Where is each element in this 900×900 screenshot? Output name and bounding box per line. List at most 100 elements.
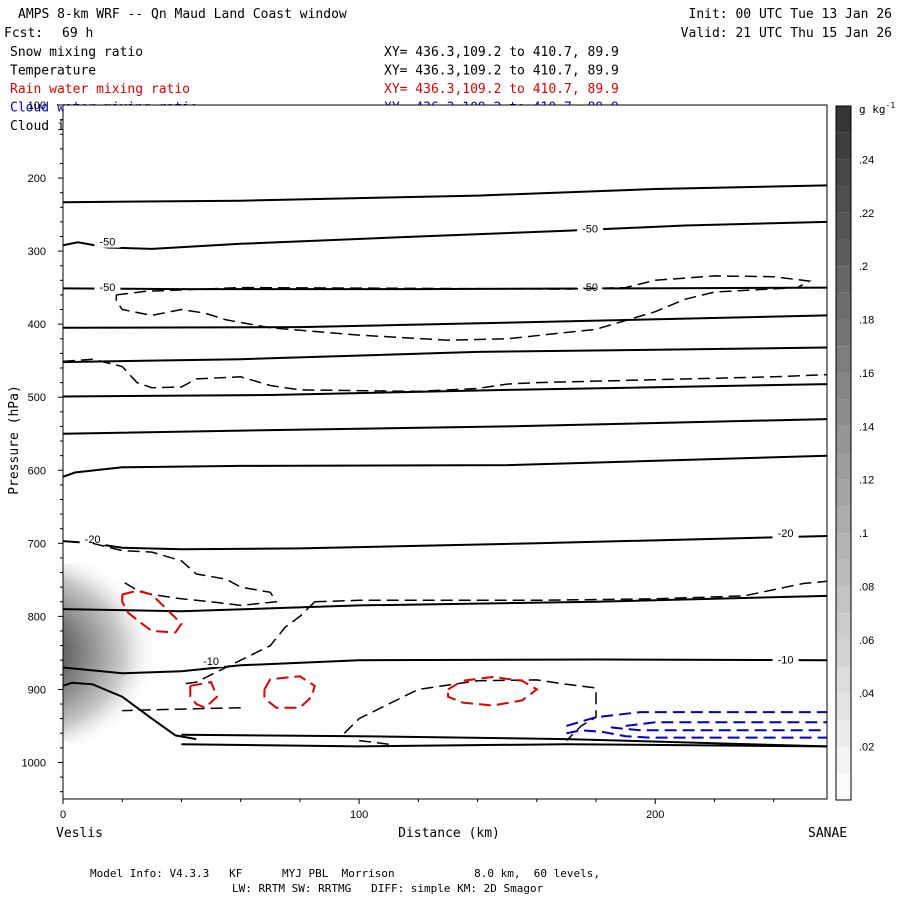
temperature-isotherm [63,594,827,613]
snow-mixing-ratio-shading [63,560,218,745]
colorbar-tick-label: .14 [859,421,874,433]
cloud-ice-contour [359,739,389,745]
colorbar-bin [836,613,851,640]
colorbar-tick-label: .12 [859,475,874,487]
temperature-isotherm [63,346,827,364]
cloud-ice-contour [115,275,812,341]
isotherm-label-bg [94,278,121,293]
legend-label: Snow mixing ratio [10,45,143,60]
x-tick-label: 0 [60,809,66,821]
x-axis-label: Distance (km) [398,826,500,841]
cloud-water-contour [625,721,827,727]
cloud-water-contour [610,726,827,732]
colorbar-bin [836,639,851,667]
temperature-isotherm [63,286,827,291]
y-tick-label: 500 [28,392,46,404]
model-info-line2: LW: RRTM SW: RRTMG DIFF: simple KM: 2D S… [232,882,544,895]
colorbar-bin [836,559,851,587]
colorbar-tick-label: .24 [859,154,874,166]
right-endpoint-label: SANAE [808,826,847,841]
colorbar-bin [836,586,851,614]
y-tick-label: 400 [28,319,46,331]
temperature-isotherm [63,658,827,675]
rain-water-contour [189,680,219,709]
temperature-isotherm [63,220,827,250]
colorbar-bin [836,292,851,320]
isotherm-label-bg [94,233,121,248]
legend-label: Rain water mixing ratio [10,82,190,97]
y-tick-label: 600 [28,465,46,477]
isotherm-label-bg [577,278,604,293]
cloud-ice-contour [314,580,827,603]
colorbar-bin [836,186,851,213]
x-axis: 0 100 200 [60,799,775,821]
temperature-isotherm [181,733,827,748]
colorbar-bin [836,319,851,347]
y-tick-label: 800 [28,611,46,623]
cloud-ice-contour [92,542,278,607]
colorbar-bin [836,372,851,400]
colorbar-tick-label: .1 [859,528,868,540]
colorbar-tick-label: .18 [859,315,874,327]
cloud-water-contour [566,729,827,739]
legend-xy: XY= 436.3,109.2 to 410.7, 89.9 [384,45,619,60]
colorbar-bin [836,453,851,480]
colorbar-bin [836,533,851,560]
cloud-ice-contour [63,358,827,393]
temperature-isotherm [181,743,827,748]
colorbar-tick-label: .06 [859,635,874,647]
colorbar-bin [836,239,851,267]
colorbar-bin [836,266,851,293]
isotherm-label-bg [772,525,799,540]
colorbar-bin [836,746,851,774]
init-time: Init: 00 UTC Tue 13 Jan 26 [689,7,893,22]
y-tick-label: 1000 [22,757,46,769]
colorbar-bin [836,346,851,373]
colorbar-bin [836,399,851,427]
forecast-label: Fcst: [4,26,43,41]
plot-frame [62,104,828,800]
colorbar-bin [836,719,851,747]
colorbar-tick-label: .08 [859,581,874,593]
rain-water-contour [263,675,316,709]
forecast-hours: 69 h [62,26,93,41]
isotherm-label: -10 [203,656,219,668]
colorbar-bin [836,666,851,694]
left-endpoint-label: Veslis [56,826,103,841]
temperature-isotherm [63,454,827,478]
y-tick-label: 700 [28,538,46,550]
isotherm-label: -50 [99,237,115,249]
y-axis: 100 200 300 400 500 600 700 800 900 1000 [22,100,63,793]
cloud-ice-contour [181,601,316,686]
isotherm-label-bg [772,651,799,666]
cloud-water-contour [566,711,827,727]
isotherm-label-bg [198,652,225,667]
colorbar-tick-label: .04 [859,688,874,700]
rain-water-contour [121,589,183,634]
rain-water-contour [447,675,539,707]
colorbar-bin [836,506,851,534]
isotherm-label-bg [79,530,106,545]
isotherm-label-bg [577,220,604,235]
isotherm-label: -10 [778,654,794,666]
chart-title: AMPS 8-km WRF -- Qn Maud Land Coast wind… [18,7,347,22]
colorbar-bin [836,426,851,453]
colorbar-bin [836,212,851,240]
x-tick-label: 100 [350,809,368,821]
plot-area: -50-50-50 -50-20 -20-10 -10 [63,105,827,799]
y-tick-label: 100 [28,100,46,112]
colorbar-tick-label: .16 [859,368,874,380]
colorbar-bin [836,693,851,720]
isotherm-label: -50 [99,282,115,294]
colorbar-bin [836,773,851,800]
temperature-isotherm [63,314,827,329]
y-tick-label: 900 [28,684,46,696]
colorbar-bin [836,159,851,187]
colorbar: .02 .04 .06 .08 .1 .12 .14 .16 .18 .2 .22 .24 [835,105,874,801]
colorbar-bin [836,106,851,133]
temperature-isotherm [63,383,827,398]
legend-xy: XY= 436.3,109.2 to 410.7, 89.9 [384,64,619,79]
valid-time: Valid: 21 UTC Thu 15 Jan 26 [681,26,892,41]
model-info-line1: Model Info: V4.3.3 KF MYJ PBL Morrison 8… [90,867,600,880]
